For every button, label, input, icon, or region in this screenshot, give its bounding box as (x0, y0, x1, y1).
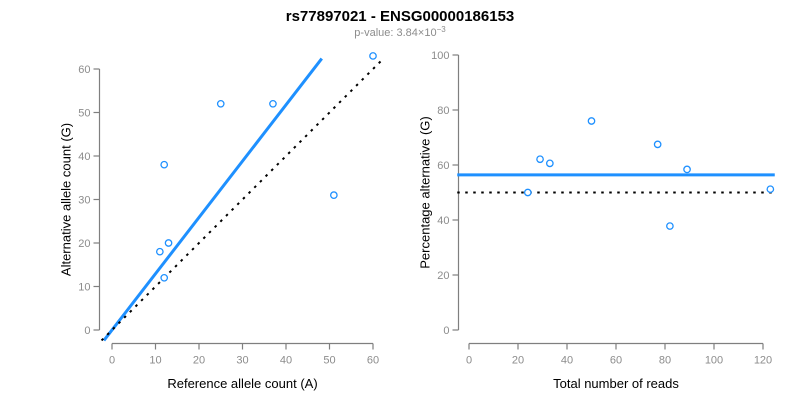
x-tick-label: 50 (323, 355, 335, 367)
data-point (216, 99, 225, 108)
data-point (329, 191, 338, 199)
x-axis-title: Reference allele count (A) (167, 376, 317, 391)
y-tick-label: 60 (437, 160, 449, 172)
y-tick-label: 30 (78, 195, 90, 207)
x-tick-label: 30 (236, 355, 248, 367)
plots-group: 0 10 20 30 40 50 60 0 10 20 30 40 50 60 Reference alle… (59, 50, 775, 391)
x-tick-label: 120 (754, 355, 772, 367)
data-point (683, 165, 691, 174)
data-point (536, 155, 544, 164)
y-tick-label: 10 (78, 282, 90, 294)
data-point (160, 273, 169, 282)
data-point (766, 185, 775, 194)
data-point (269, 99, 277, 108)
x-axis-title: Total number of reads (553, 376, 679, 391)
x-tick-label: 80 (659, 355, 671, 367)
x-tick-label: 20 (512, 355, 524, 367)
data-point (164, 239, 173, 247)
y-tick-label: 20 (78, 238, 90, 250)
pvalue-exponent: −3 (437, 25, 447, 34)
y-tick-label: 0 (443, 325, 449, 337)
fit-line (102, 57, 323, 342)
y-tick-label: 0 (84, 325, 90, 337)
pvalue-text: p-value: 3.84×10 (354, 27, 436, 39)
data-point (587, 117, 596, 125)
data-point (653, 140, 662, 149)
y-tick-label: 100 (431, 50, 449, 62)
pvalue-subtitle: p-value: 3.84×10−3 (354, 25, 446, 39)
data-point (523, 188, 532, 197)
figure-title: rs77897021 - ENSG00000186153 (286, 8, 515, 25)
y-axis-title: Alternative allele count (G) (59, 123, 74, 276)
y-tick-label: 40 (437, 215, 449, 227)
identity-line (100, 57, 385, 342)
y-tick-label: 80 (437, 105, 449, 117)
x-tick-label: 40 (280, 355, 292, 367)
x-tick-label: 0 (109, 355, 115, 367)
x-tick-label: 10 (149, 355, 161, 367)
x-tick-label: 60 (610, 355, 622, 367)
x-tick-label: 40 (561, 355, 573, 367)
data-point (160, 160, 169, 169)
y-tick-label: 60 (78, 64, 90, 76)
x-tick-label: 20 (193, 355, 205, 367)
data-point (666, 222, 674, 230)
x-tick-label: 100 (705, 355, 723, 367)
y-tick-label: 40 (78, 151, 90, 163)
y-tick-label: 20 (437, 270, 449, 282)
data-point (156, 247, 164, 256)
x-tick-label: 0 (466, 355, 472, 367)
y-tick-label: 50 (78, 108, 90, 120)
data-point (369, 52, 377, 60)
x-tick-label: 60 (367, 355, 379, 367)
data-point (545, 159, 554, 168)
y-axis-title: Percentage alternative (G) (418, 116, 433, 268)
